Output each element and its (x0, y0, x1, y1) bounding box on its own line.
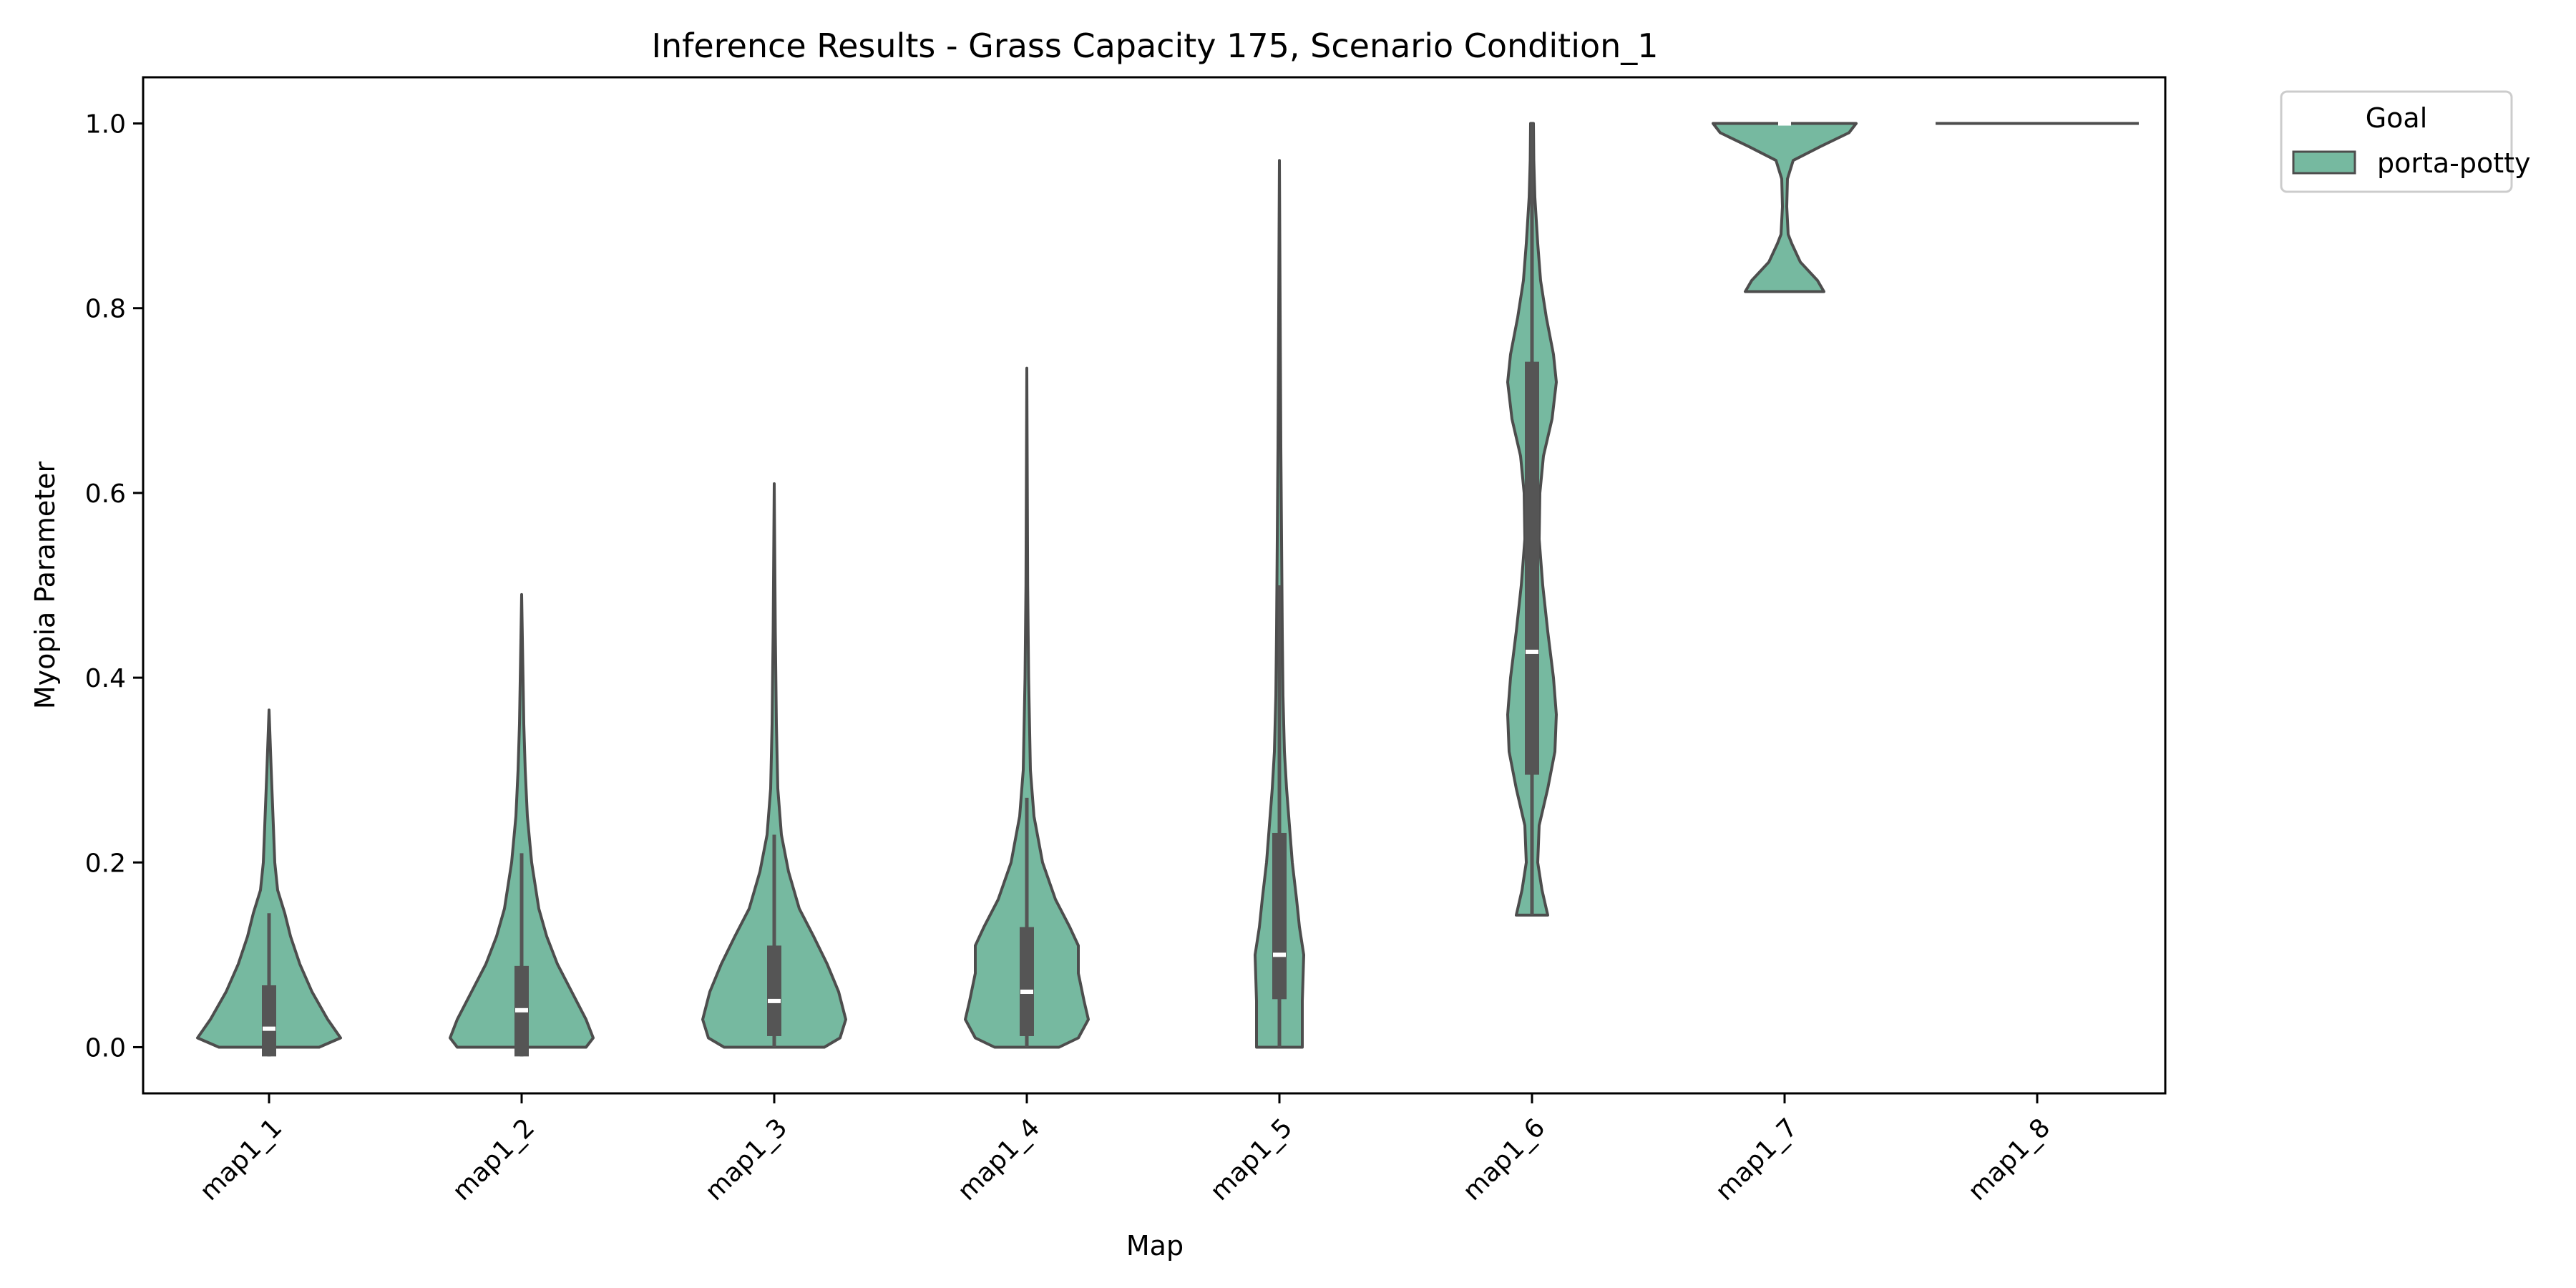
violin-median (1273, 952, 1286, 957)
y-tick-label: 0.6 (85, 479, 126, 509)
violin-iqr-box (1525, 361, 1539, 775)
violin-iqr-box (262, 985, 276, 1057)
violin-body (1712, 122, 1858, 293)
legend-entry: porta-potty (2377, 147, 2531, 179)
x-tick-label: map1_2 (447, 1113, 541, 1206)
violin-map1_1 (196, 708, 342, 1057)
violin-map1_3 (701, 482, 847, 1049)
y-axis-label: Myopia Parameter (29, 461, 61, 709)
violin-median (1020, 990, 1033, 994)
legend-swatch (2292, 150, 2356, 175)
violin-median (1526, 649, 1538, 654)
plot-area (196, 121, 2139, 1057)
violin-body (964, 366, 1090, 1049)
x-axis-label: Map (1126, 1230, 1184, 1262)
chart-title: Inference Results - Grass Capacity 175, … (651, 26, 1658, 65)
violin-median (1778, 121, 1791, 126)
plot-frame (142, 76, 2167, 1095)
legend: Goal porta-potty (2280, 90, 2531, 193)
x-tick-label: map1_3 (700, 1113, 794, 1206)
x-tick-label: map1_4 (952, 1113, 1046, 1206)
x-tick-label: map1_1 (195, 1113, 288, 1206)
violin-iqr-box (767, 945, 781, 1036)
y-tick-label: 1.0 (85, 110, 126, 140)
y-tick-label: 0.4 (85, 664, 126, 693)
violin-body (449, 592, 595, 1049)
x-tick-label: map1_7 (1710, 1113, 1804, 1206)
y-tick-label: 0.0 (85, 1033, 126, 1063)
violin-map1_6 (1506, 122, 1558, 917)
y-tick-label: 0.2 (85, 849, 126, 878)
violin-iqr-box (1272, 832, 1287, 1000)
violin-iqr-box (1020, 927, 1034, 1036)
violin-map1_7 (1712, 121, 1858, 293)
violin-map1_2 (449, 592, 595, 1057)
x-tick-label: map1_8 (1963, 1113, 2057, 1206)
x-axis: map1_1 map1_2 map1_3 map1_4 map1_5 map1_6 map1… (195, 1093, 2057, 1206)
violin-median (768, 998, 781, 1003)
violin-median (263, 1026, 275, 1031)
y-axis: 0.0 0.2 0.4 0.6 0.8 1.0 (85, 110, 143, 1063)
x-tick-label: map1_6 (1458, 1113, 1551, 1206)
x-tick-label: map1_5 (1205, 1113, 1299, 1206)
violin-median (515, 1008, 528, 1013)
violin-body (701, 482, 847, 1049)
violin-map1_4 (964, 366, 1090, 1049)
legend-title: Goal (2366, 102, 2428, 134)
y-tick-label: 0.8 (85, 295, 126, 324)
violin-body (196, 708, 342, 1049)
violin-map1_5 (1254, 159, 1305, 1049)
